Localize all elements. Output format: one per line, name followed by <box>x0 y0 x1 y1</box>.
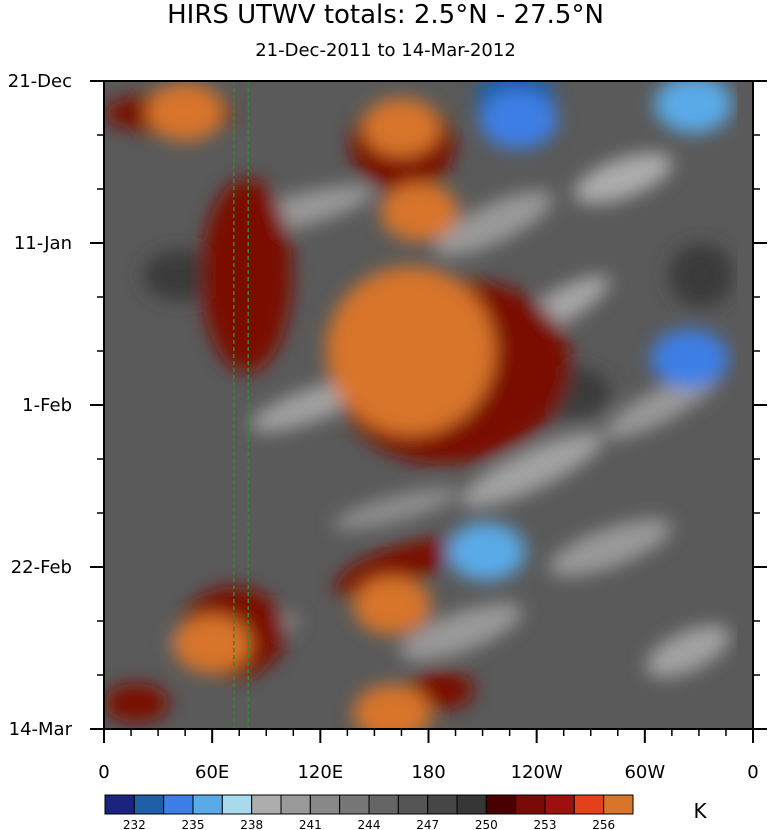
data-feature <box>146 82 225 142</box>
colorbar-label: 232 <box>123 818 146 830</box>
x-tick-label: 120E <box>297 762 343 783</box>
colorbar-label: 250 <box>475 818 498 830</box>
data-feature <box>173 614 252 674</box>
reference-lines <box>233 81 249 729</box>
colorbar-swatch <box>603 794 634 815</box>
colorbar-swatch <box>309 794 341 815</box>
colorbar-swatch <box>280 794 311 815</box>
colorbar: 232 235 238 241 244 247 250 253 256 K <box>104 794 707 830</box>
y-tick-label: 14-Mar <box>9 719 73 740</box>
colorbar-swatch <box>104 794 135 815</box>
x-tick-label: 180 <box>411 762 445 783</box>
colorbar-swatch <box>163 794 194 815</box>
colorbar-swatch <box>544 794 575 815</box>
texture-blob <box>646 625 731 678</box>
colorbar-swatch <box>368 794 399 815</box>
texture-blob <box>548 518 672 577</box>
texture-blob <box>604 371 720 439</box>
colorbar-label: 235 <box>182 818 205 830</box>
texture-blob <box>461 432 604 508</box>
texture-blob <box>333 487 459 530</box>
chart-title: HIRS UTWV totals: 2.5°N - 27.5°N <box>167 0 604 30</box>
colorbar-swatch <box>221 794 253 815</box>
data-feature <box>654 81 733 134</box>
chart-subtitle: 21-Dec-2011 to 14-Mar-2012 <box>255 40 516 61</box>
x-tick-label: 120W <box>511 762 563 783</box>
colorbar-label: 253 <box>534 818 557 830</box>
colorbar-label: 247 <box>416 818 439 830</box>
data-feature <box>447 522 526 581</box>
data-feature <box>362 98 441 157</box>
colorbar-swatch <box>251 794 282 815</box>
texture-blob <box>668 243 734 308</box>
y-tick-label: 22-Feb <box>11 557 72 578</box>
x-tick-label: 60E <box>195 762 229 783</box>
data-feature <box>650 329 729 388</box>
texture-blob <box>434 190 553 257</box>
data-feature <box>353 684 432 729</box>
plot-area <box>104 81 753 729</box>
y-tick-label: 11-Jan <box>14 233 72 254</box>
colorbar-unit: K <box>693 799 707 823</box>
y-axis: 21-Dec 11-Jan 1-Feb 22-Feb 14-Mar <box>8 71 767 740</box>
x-tick-label: 0 <box>747 762 758 783</box>
x-tick-label: 0 <box>98 762 109 783</box>
colorbar-swatch <box>133 794 165 815</box>
colorbar-swatch <box>456 794 487 815</box>
data-feature <box>353 576 432 635</box>
colorbar-label: 256 <box>592 818 615 830</box>
texture-blob <box>334 538 458 596</box>
texture-blob <box>201 178 293 373</box>
colorbar-swatch <box>397 794 429 815</box>
data-feature <box>479 90 558 149</box>
colorbar-label: 238 <box>240 818 263 830</box>
x-tick-label: 60W <box>624 762 665 783</box>
x-axis: 0 60E 120E 180 120W 60W 0 <box>98 729 759 783</box>
texture-blob <box>399 603 523 661</box>
colorbar-swatch <box>573 794 605 815</box>
colorbar-swatch <box>339 794 370 815</box>
colorbar-label: 241 <box>299 818 322 830</box>
colorbar-swatch <box>192 794 223 815</box>
y-tick-label: 1-Feb <box>22 395 72 416</box>
colorbar-swatch <box>427 794 458 815</box>
texture-blob <box>142 249 221 302</box>
field-layer <box>104 81 734 729</box>
data-feature <box>326 266 495 436</box>
colorbar-swatch <box>485 794 517 815</box>
texture-blob <box>573 152 673 204</box>
colorbar-swatch <box>515 794 546 815</box>
texture-blob <box>104 683 169 723</box>
colorbar-label: 244 <box>358 818 381 830</box>
data-feature <box>380 182 459 242</box>
y-tick-label: 21-Dec <box>8 71 72 92</box>
